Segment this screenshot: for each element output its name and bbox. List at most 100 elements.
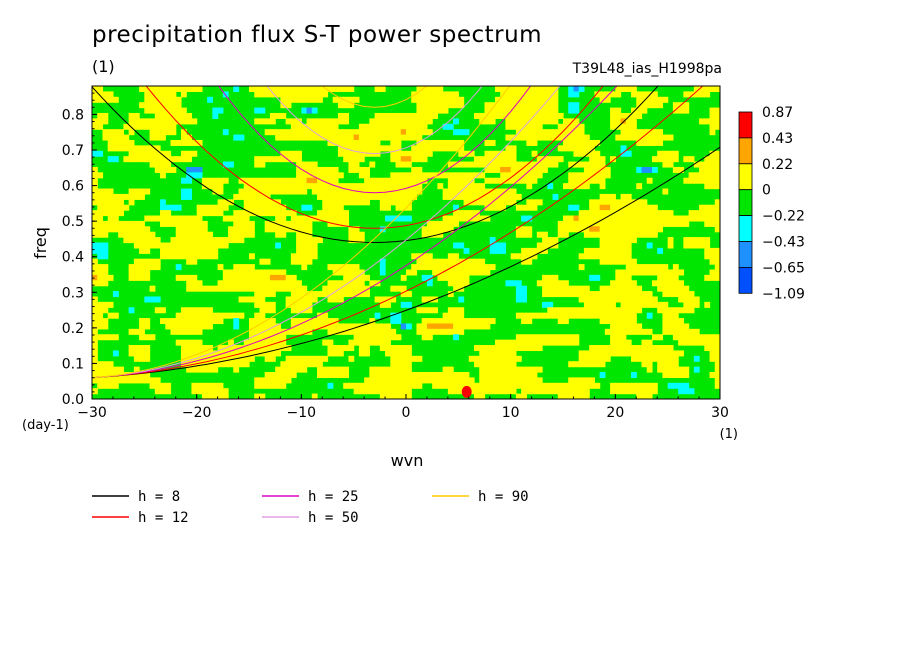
field-cell bbox=[348, 102, 355, 109]
field-cell bbox=[552, 274, 559, 281]
field-cell bbox=[296, 226, 302, 233]
field-cell bbox=[275, 226, 281, 233]
field-cell bbox=[699, 172, 705, 179]
field-cell bbox=[599, 156, 606, 163]
field-cell bbox=[709, 161, 716, 168]
field-cell bbox=[118, 129, 124, 136]
field-cell bbox=[233, 312, 240, 319]
field-cell bbox=[217, 361, 224, 368]
field-cell bbox=[186, 86, 193, 92]
field-cell bbox=[275, 156, 281, 163]
field-cell bbox=[563, 285, 569, 292]
field-cell bbox=[348, 139, 355, 146]
field-cell bbox=[542, 91, 548, 98]
field-cell bbox=[442, 274, 449, 281]
field-cell bbox=[269, 345, 276, 352]
field-cell bbox=[160, 172, 166, 179]
field-cell bbox=[212, 204, 219, 211]
field-cell bbox=[557, 156, 564, 163]
field-cell bbox=[290, 91, 297, 98]
field-cell bbox=[97, 361, 104, 368]
field-cell bbox=[662, 318, 669, 325]
field-cell bbox=[222, 199, 229, 206]
field-cell bbox=[547, 161, 554, 168]
field-cell bbox=[296, 237, 302, 244]
field-cell bbox=[615, 312, 622, 319]
field-cell bbox=[521, 161, 527, 168]
field-cell bbox=[531, 166, 538, 173]
field-cell bbox=[133, 112, 140, 119]
field-cell bbox=[641, 355, 648, 362]
field-cell bbox=[620, 210, 627, 217]
field-cell bbox=[526, 129, 533, 136]
field-cell bbox=[264, 210, 271, 217]
field-cell bbox=[615, 269, 622, 276]
field-cell bbox=[327, 296, 334, 303]
field-cell bbox=[636, 199, 643, 206]
field-cell bbox=[97, 242, 104, 249]
field-cell bbox=[228, 215, 234, 222]
field-cell bbox=[542, 237, 548, 244]
field-cell bbox=[458, 193, 465, 200]
field-cell bbox=[107, 220, 114, 227]
field-cell bbox=[317, 129, 323, 136]
field-cell bbox=[678, 339, 684, 346]
field-cell bbox=[625, 301, 632, 308]
field-cell bbox=[290, 258, 297, 265]
field-cell bbox=[290, 129, 297, 136]
field-cell bbox=[500, 96, 507, 103]
field-cell bbox=[468, 318, 475, 325]
field-cell bbox=[594, 199, 601, 206]
field-cell bbox=[353, 328, 360, 335]
field-cell bbox=[196, 323, 203, 330]
field-cell bbox=[160, 156, 166, 163]
field-cell bbox=[285, 91, 292, 98]
field-cell bbox=[406, 323, 412, 330]
field-cell bbox=[269, 91, 276, 98]
field-cell bbox=[714, 156, 720, 163]
field-cell bbox=[594, 312, 601, 319]
field-cell bbox=[463, 210, 470, 217]
field-cell bbox=[144, 372, 151, 379]
field-cell bbox=[217, 183, 224, 190]
field-cell bbox=[709, 112, 716, 119]
field-cell bbox=[651, 355, 658, 362]
field-cell bbox=[186, 258, 193, 265]
field-cell bbox=[374, 86, 381, 92]
field-cell bbox=[385, 177, 391, 184]
field-cell bbox=[259, 161, 266, 168]
field-cell bbox=[217, 204, 224, 211]
field-cell bbox=[463, 161, 470, 168]
field-cell bbox=[693, 366, 700, 373]
field-cell bbox=[474, 112, 480, 119]
field-cell bbox=[217, 280, 224, 287]
field-cell bbox=[657, 274, 664, 281]
field-cell bbox=[531, 345, 538, 352]
field-cell bbox=[306, 355, 313, 362]
field-cell bbox=[453, 91, 459, 98]
field-cell bbox=[379, 183, 386, 190]
field-cell bbox=[311, 183, 318, 190]
field-cell bbox=[599, 301, 606, 308]
field-cell bbox=[196, 280, 203, 287]
field-cell bbox=[259, 156, 266, 163]
field-cell bbox=[285, 96, 292, 103]
field-cell bbox=[500, 102, 507, 109]
field-cell bbox=[672, 355, 679, 362]
field-cell bbox=[112, 226, 119, 233]
field-cell bbox=[583, 226, 590, 233]
field-cell bbox=[536, 91, 543, 98]
field-cell bbox=[699, 334, 705, 341]
field-cell bbox=[521, 129, 527, 136]
field-cell bbox=[678, 291, 684, 298]
field-cell bbox=[468, 377, 475, 384]
field-cell bbox=[306, 318, 313, 325]
field-cell bbox=[285, 129, 292, 136]
field-cell bbox=[646, 264, 653, 271]
field-cell bbox=[133, 366, 140, 373]
field-cell bbox=[578, 312, 585, 319]
field-cell bbox=[521, 393, 527, 399]
field-cell bbox=[416, 86, 423, 92]
field-cell bbox=[249, 285, 255, 292]
field-cell bbox=[704, 118, 711, 125]
